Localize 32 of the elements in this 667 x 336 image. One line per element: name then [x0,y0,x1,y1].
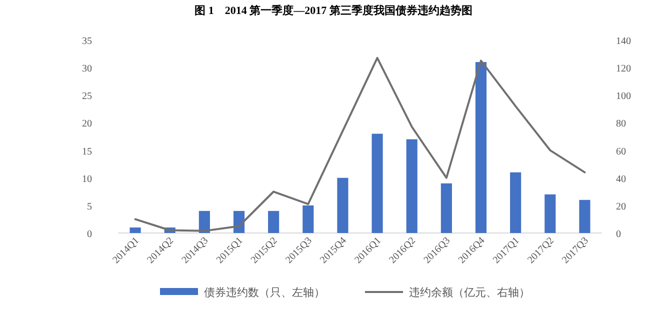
line-series [134,56,586,232]
bar [406,139,418,233]
y-tick-label: 10 [82,174,92,185]
y2-tick-label: 140 [616,36,631,47]
bar [372,134,383,233]
bar [198,210,210,233]
bar [268,210,280,233]
y-tick-label: 35 [82,36,92,47]
y2-tick-label: 0 [616,229,621,240]
bar [544,194,556,233]
bar [579,200,590,233]
y-tick-label: 20 [82,118,92,130]
y-tick-label: 0 [87,229,92,240]
y2-tick-label: 80 [616,118,626,130]
y-tick-label: 30 [82,64,92,75]
bar [337,178,348,233]
bar [302,205,314,233]
bar [440,183,452,233]
y2-tick-label: 120 [616,64,631,75]
y2-tick-label: 100 [616,91,631,102]
y-tick-label: 5 [87,201,92,212]
bar [130,227,141,233]
y-tick-label: 25 [82,91,92,102]
title: 图 1 2014 第一季度—2017 第三季度我国债券违约趋势图 [194,5,472,17]
y2-tick-label: 20 [616,201,626,212]
legend-label: 违约余额（亿元、右轴） [409,286,530,299]
bar [475,62,487,233]
legend-label: 债券违约数（只、左轴） [204,286,325,299]
y2-tick-label: 40 [616,174,626,185]
y-tick-label: 15 [82,146,92,158]
bar [510,172,522,233]
y2-tick-label: 60 [616,146,626,158]
